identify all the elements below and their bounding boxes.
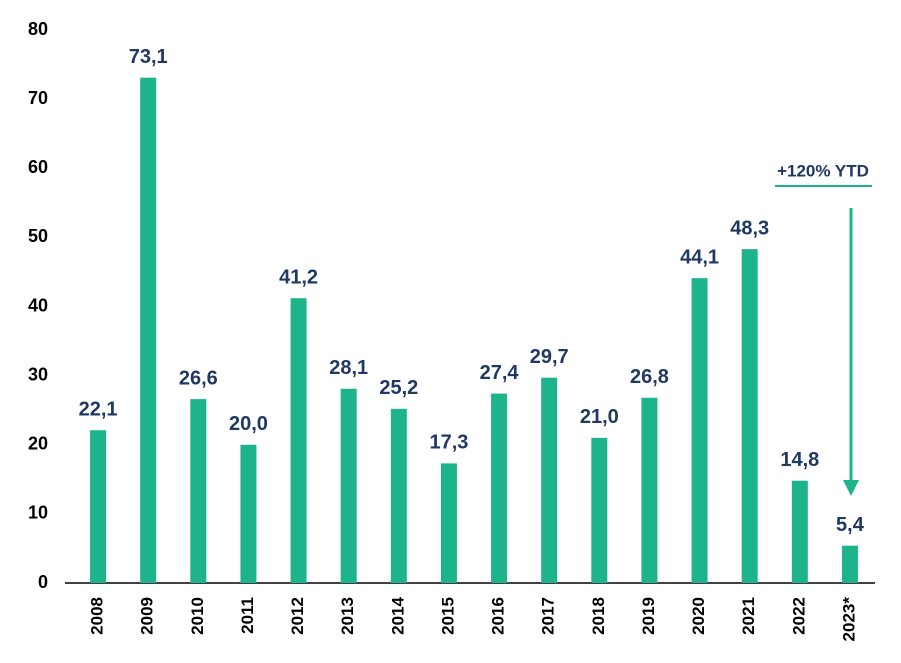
x-tick-label: 2008 [88, 597, 107, 635]
annotation-arrowhead [843, 480, 859, 496]
bar [691, 278, 708, 583]
x-tick-label: 2023* [839, 597, 858, 642]
value-label: 41,2 [279, 266, 318, 288]
bar [491, 393, 508, 583]
value-label: 28,1 [329, 357, 368, 379]
value-label: 44,1 [680, 246, 719, 268]
value-label: 25,2 [379, 377, 418, 399]
x-tick-label: 2009 [138, 597, 157, 635]
x-tick-label: 2011 [238, 597, 257, 634]
y-tick-label: 0 [38, 572, 48, 592]
value-label: 5,4 [836, 514, 865, 536]
x-tick-label: 2022 [789, 597, 808, 635]
y-tick-label: 40 [28, 295, 48, 315]
bar [90, 430, 107, 583]
bar [240, 444, 257, 583]
value-label: 48,3 [730, 217, 769, 239]
x-tick-label: 2014 [388, 596, 407, 634]
bar [791, 480, 808, 583]
x-tick-label: 2017 [539, 597, 558, 635]
value-label: 26,8 [630, 366, 669, 388]
x-tick-label: 2019 [639, 597, 658, 635]
annotation: +120% YTD [777, 161, 869, 180]
x-tick-label: 2015 [438, 597, 457, 635]
x-tick-label: 2010 [188, 597, 207, 635]
y-tick-label: 60 [28, 157, 48, 177]
value-label: 17,3 [429, 432, 468, 454]
bar [841, 545, 858, 583]
x-tick-label: 2021 [739, 597, 758, 635]
y-tick-label: 50 [28, 226, 48, 246]
bar [591, 437, 608, 583]
bar [641, 397, 658, 583]
value-label: 20,0 [229, 413, 268, 435]
bar [741, 249, 758, 583]
value-label: 14,8 [780, 449, 819, 471]
bar [290, 298, 307, 583]
x-tick-label: 2018 [589, 597, 608, 635]
bar [390, 408, 407, 583]
x-tick-label: 2013 [338, 597, 357, 635]
value-label: 26,6 [179, 367, 218, 389]
bar [140, 77, 157, 583]
bar [340, 388, 357, 583]
x-tick-label: 2012 [288, 597, 307, 635]
bar [440, 463, 457, 583]
bar [541, 377, 558, 583]
y-tick-label: 70 [28, 88, 48, 108]
value-label: 29,7 [530, 346, 569, 368]
y-tick-label: 20 [28, 434, 48, 454]
value-label: 22,1 [79, 399, 118, 421]
value-label: 21,0 [580, 406, 619, 428]
bar [190, 399, 207, 583]
value-label: 27,4 [480, 362, 520, 384]
y-tick-label: 30 [28, 364, 48, 384]
x-tick-label: 2020 [689, 597, 708, 635]
x-tick-label: 2016 [489, 597, 508, 635]
y-tick-label: 10 [28, 503, 48, 523]
value-label: 73,1 [129, 46, 168, 68]
y-tick-label: 80 [28, 19, 48, 39]
